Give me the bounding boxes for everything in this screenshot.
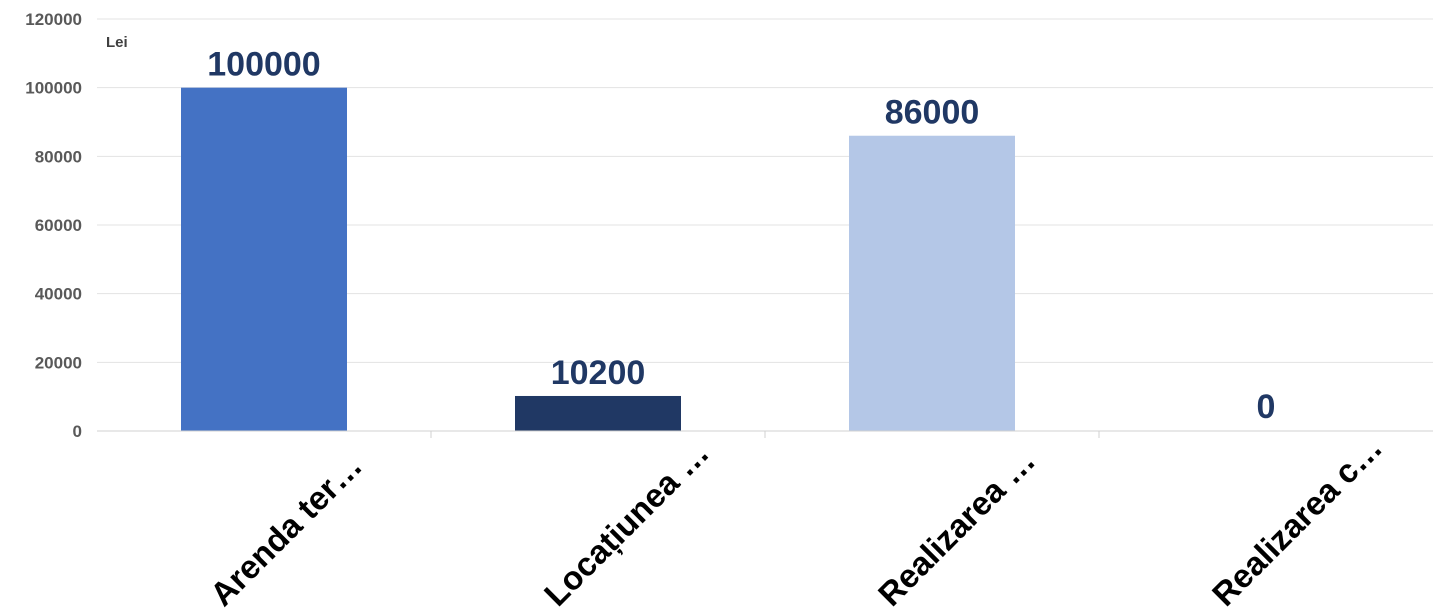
y-tick-label: 80000 xyxy=(35,147,82,166)
x-category-label: Realizarea c… xyxy=(1205,429,1389,613)
y-tick-label: 120000 xyxy=(25,10,82,29)
y-tick-label: 100000 xyxy=(25,79,82,98)
x-category-label: Realizarea … xyxy=(871,442,1042,613)
x-axis-labels: Arenda ter… Locațiunea … Realizarea … Reali… xyxy=(203,429,1389,614)
data-label: 100000 xyxy=(207,46,320,84)
x-category-label: Arenda ter… xyxy=(203,447,369,613)
x-category-label: Locațiunea … xyxy=(537,434,717,614)
y-axis: 0 20000 40000 60000 80000 100000 120000 xyxy=(25,10,82,441)
y-tick-label: 40000 xyxy=(35,285,82,304)
bar xyxy=(849,135,1015,431)
data-labels: 100000 10200 86000 0 xyxy=(207,46,1275,426)
bar xyxy=(181,87,347,432)
data-label: 86000 xyxy=(885,94,980,132)
data-label: 10200 xyxy=(551,354,646,392)
data-label: 0 xyxy=(1257,388,1276,426)
y-tick-label: 0 xyxy=(73,422,82,441)
bars xyxy=(181,87,1015,432)
bar xyxy=(515,395,681,431)
y-axis-unit-label: Lei xyxy=(106,34,128,51)
y-tick-label: 20000 xyxy=(35,353,82,372)
y-tick-label: 60000 xyxy=(35,216,82,235)
x-axis-ticks xyxy=(430,431,1100,438)
